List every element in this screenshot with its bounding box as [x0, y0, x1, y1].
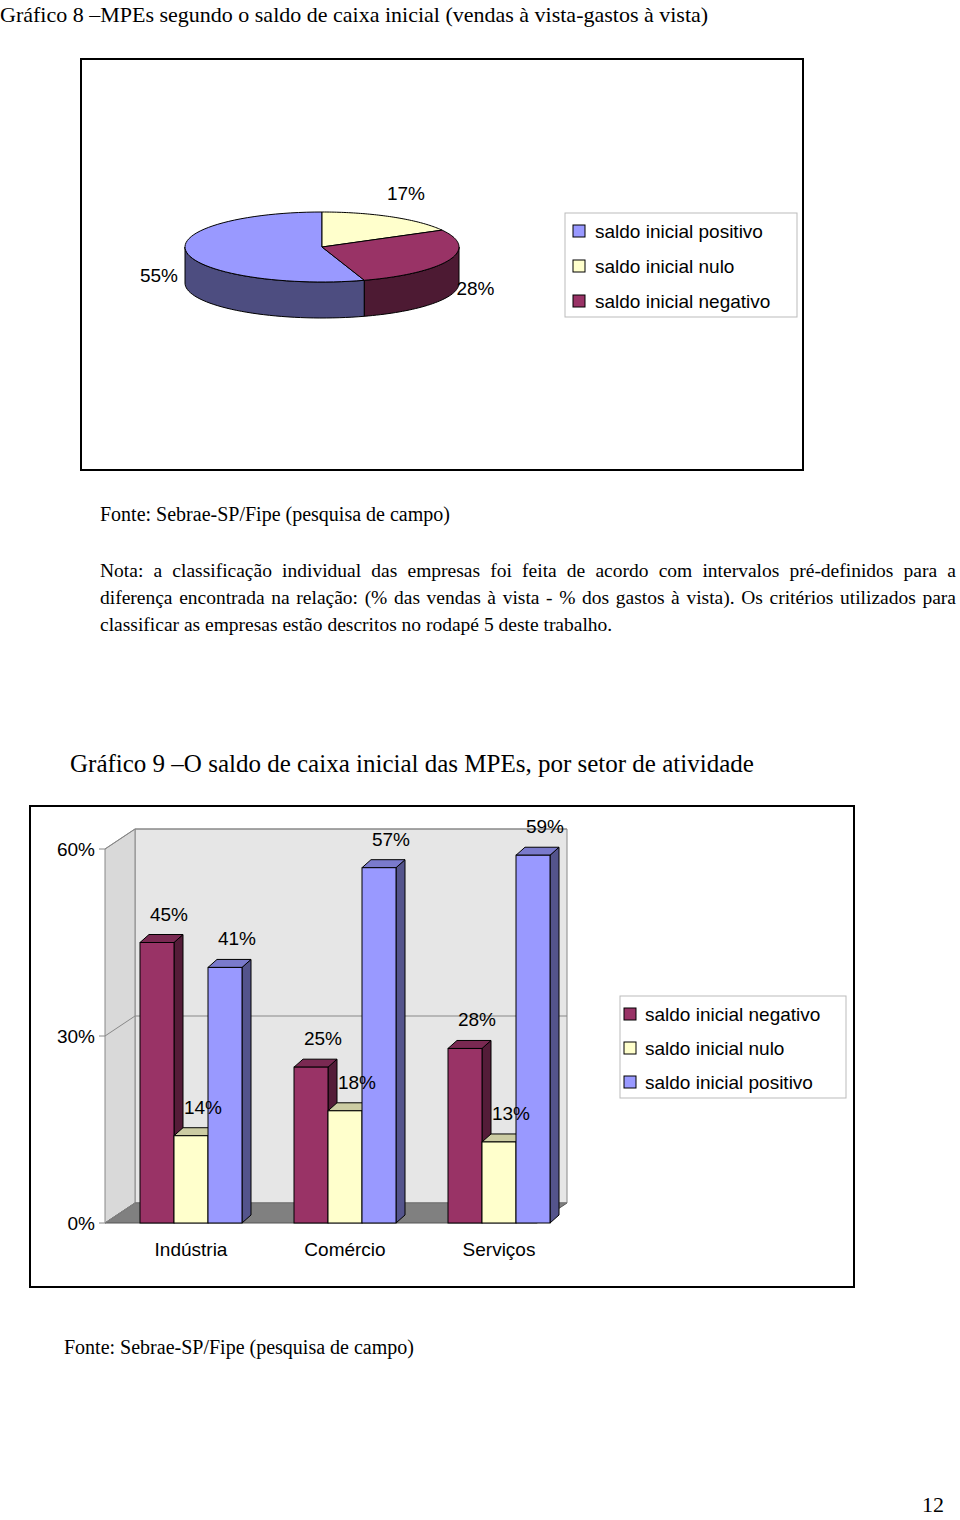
legend-box: [620, 996, 846, 1098]
bar: [362, 868, 396, 1223]
chart-title: Gráfico 8 –MPEs segundo o saldo de caixa…: [0, 2, 708, 28]
category-label: Comércio: [304, 1239, 385, 1260]
pie-group: [185, 212, 459, 318]
legend-swatch: [573, 225, 585, 237]
data-label: 41%: [218, 928, 256, 949]
data-label: 13%: [492, 1103, 530, 1124]
data-label: 28%: [458, 1009, 496, 1030]
legend-label: saldo inicial negativo: [645, 1004, 820, 1025]
bars-group: [140, 847, 559, 1223]
chart-frame: [81, 59, 803, 470]
legend-swatch: [624, 1076, 636, 1088]
data-label: 18%: [338, 1072, 376, 1093]
chart-frame: [30, 806, 854, 1287]
legend-label: saldo inicial negativo: [595, 291, 770, 312]
data-label: 55%: [140, 265, 178, 286]
data-label: 17%: [387, 183, 425, 204]
page-number: 12: [922, 1492, 944, 1518]
bar: [174, 1136, 208, 1223]
bar: [294, 1067, 328, 1223]
data-label: 57%: [372, 829, 410, 850]
tick-label: 0%: [68, 1213, 96, 1234]
data-label: 28%: [456, 278, 494, 299]
legend-swatch: [573, 295, 585, 307]
legend-swatch: [624, 1008, 636, 1020]
bar: [482, 1142, 516, 1223]
data-label: 45%: [150, 904, 188, 925]
bar: [516, 855, 550, 1223]
category-label: Serviços: [463, 1239, 536, 1260]
legend-label: saldo inicial positivo: [645, 1072, 813, 1093]
tick-mark: [99, 1036, 105, 1037]
legend-swatch: [624, 1042, 636, 1054]
legend-swatch: [573, 260, 585, 272]
bar-top: [362, 860, 405, 868]
bar-top: [208, 959, 251, 967]
category-label: Indústria: [155, 1239, 228, 1260]
legend-label: saldo inicial positivo: [595, 221, 763, 242]
tick-label: 30%: [57, 1026, 95, 1047]
bar: [448, 1048, 482, 1223]
source-note: Fonte: Sebrae-SP/Fipe (pesquisa de campo…: [64, 1336, 414, 1359]
bar-top: [140, 935, 183, 943]
bar: [208, 967, 242, 1223]
note-paragraph: Nota: a classificação individual das emp…: [100, 557, 956, 638]
bar-side: [396, 860, 405, 1223]
legend-label: saldo inicial nulo: [595, 256, 734, 277]
tick-label: 60%: [57, 839, 95, 860]
bar: [328, 1111, 362, 1223]
grid-line: [105, 829, 567, 849]
bar-top: [294, 1059, 337, 1067]
tick-mark: [99, 849, 105, 850]
bar-side: [242, 959, 251, 1223]
bar-side: [550, 847, 559, 1223]
bar: [140, 943, 174, 1224]
pie-slice: [322, 230, 459, 280]
legend-box: [565, 213, 797, 317]
data-label: 25%: [304, 1028, 342, 1049]
tick-mark: [99, 1223, 105, 1224]
data-label: 59%: [526, 816, 564, 837]
bar-top: [516, 847, 559, 855]
data-label: 14%: [184, 1097, 222, 1118]
source-note: Fonte: Sebrae-SP/Fipe (pesquisa de campo…: [100, 503, 450, 526]
chart-title: Gráfico 9 –O saldo de caixa inicial das …: [70, 750, 754, 778]
bar-top: [448, 1040, 491, 1048]
legend-label: saldo inicial nulo: [645, 1038, 784, 1059]
